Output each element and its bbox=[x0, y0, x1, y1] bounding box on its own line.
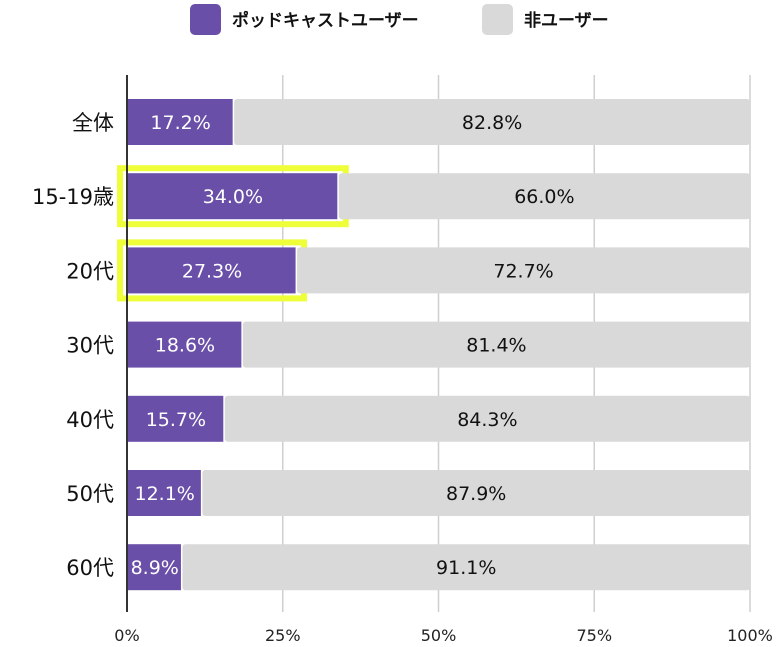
category-label: 60代 bbox=[66, 556, 114, 580]
data-label: 91.1% bbox=[436, 557, 496, 579]
data-label: 12.1% bbox=[135, 483, 195, 505]
bar-podcast-user bbox=[127, 99, 233, 145]
bar-podcast-user bbox=[127, 247, 296, 294]
legend-label: ポッドキャストユーザー bbox=[232, 10, 419, 31]
x-tick-label: 100% bbox=[727, 626, 773, 645]
x-tick-label: 25% bbox=[265, 626, 301, 645]
data-label: 27.3% bbox=[182, 260, 242, 282]
data-label: 81.4% bbox=[466, 335, 526, 357]
data-label: 34.0% bbox=[203, 186, 263, 208]
legend-swatch bbox=[482, 4, 513, 35]
bar-non-user bbox=[297, 247, 750, 294]
category-label: 全体 bbox=[72, 111, 114, 135]
category-label: 15-19歳 bbox=[32, 185, 114, 209]
bar-podcast-user bbox=[127, 173, 338, 220]
data-label: 15.7% bbox=[146, 409, 206, 431]
bar-non-user bbox=[202, 470, 750, 516]
legend-swatch bbox=[190, 4, 221, 35]
data-label: 84.3% bbox=[457, 409, 517, 431]
x-tick-label: 50% bbox=[421, 626, 457, 645]
category-label: 30代 bbox=[66, 334, 114, 358]
bar-podcast-user bbox=[127, 470, 201, 516]
category-label: 50代 bbox=[66, 482, 114, 506]
data-label: 87.9% bbox=[446, 483, 506, 505]
bar-podcast-user bbox=[127, 395, 224, 442]
bar-non-user bbox=[338, 173, 750, 220]
bar-non-user bbox=[182, 544, 750, 591]
bar-podcast-user bbox=[127, 544, 181, 591]
bar-podcast-user bbox=[127, 321, 242, 368]
data-label: 8.9% bbox=[131, 557, 179, 579]
category-label: 40代 bbox=[66, 408, 114, 432]
data-label: 17.2% bbox=[150, 112, 210, 134]
bar-non-user bbox=[242, 321, 751, 368]
data-label: 72.7% bbox=[493, 260, 553, 282]
x-tick-label: 0% bbox=[114, 626, 139, 645]
data-label: 82.8% bbox=[462, 112, 522, 134]
data-label: 18.6% bbox=[155, 335, 215, 357]
x-tick-label: 75% bbox=[576, 626, 612, 645]
legend-label: 非ユーザー bbox=[524, 10, 609, 31]
category-label: 20代 bbox=[66, 259, 114, 283]
data-label: 66.0% bbox=[514, 186, 574, 208]
bar-non-user bbox=[224, 395, 750, 442]
bar-non-user bbox=[234, 99, 750, 145]
